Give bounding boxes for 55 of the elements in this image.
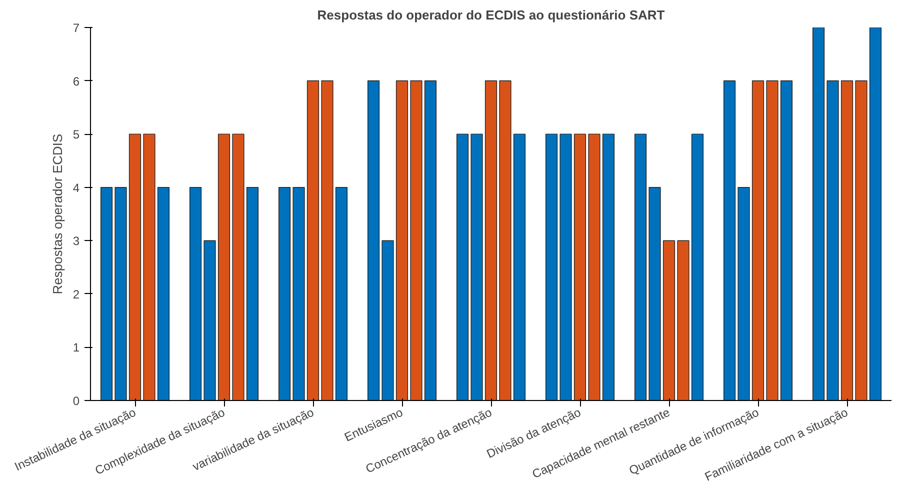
bar (335, 187, 348, 400)
bar (232, 134, 244, 400)
bar (321, 80, 334, 400)
bar (100, 187, 113, 400)
bar (114, 187, 127, 400)
bar (560, 134, 572, 400)
bar (424, 80, 437, 400)
bar (752, 80, 764, 400)
bar (588, 134, 600, 400)
y-tick-label: 6 (72, 74, 80, 88)
bar (677, 240, 690, 400)
bar (662, 240, 676, 400)
bar (648, 187, 661, 400)
bar (484, 80, 498, 400)
bar (306, 80, 320, 400)
y-tick-label: 1 (72, 340, 80, 355)
bar (574, 134, 586, 400)
bar (826, 80, 839, 400)
bar (766, 80, 778, 400)
bar (812, 28, 825, 400)
bar (470, 134, 483, 400)
chart-title: Respostas do operador do ECDIS ao questionário SART (317, 8, 665, 22)
bar (204, 240, 216, 400)
bar (602, 134, 615, 400)
y-tick-label: 5 (72, 128, 80, 142)
y-tick-label: 0 (72, 394, 80, 408)
bar (691, 134, 704, 400)
bar (634, 134, 647, 400)
bar (128, 134, 142, 400)
y-tick-label: 2 (72, 287, 80, 302)
bar (738, 187, 750, 400)
bar (278, 187, 291, 400)
bar (855, 80, 868, 400)
bar (456, 134, 469, 400)
bar (723, 80, 736, 400)
bar (246, 187, 259, 400)
bar (869, 28, 882, 400)
bar (367, 80, 380, 400)
bar (513, 134, 526, 400)
bar (143, 134, 156, 400)
bar (499, 80, 512, 400)
bar (545, 134, 558, 400)
bar (396, 80, 408, 400)
y-tick-label: 7 (72, 21, 80, 35)
y-tick-label: 3 (72, 234, 80, 248)
bar (780, 80, 793, 400)
y-tick-label: 4 (72, 180, 80, 195)
bar (218, 134, 230, 400)
bar (189, 187, 202, 400)
y-axis-title: Respostas operador ECDIS (50, 133, 65, 294)
bar (410, 80, 422, 400)
bar (840, 80, 854, 400)
bar (292, 187, 305, 400)
bar (157, 187, 170, 400)
bar (382, 240, 394, 400)
